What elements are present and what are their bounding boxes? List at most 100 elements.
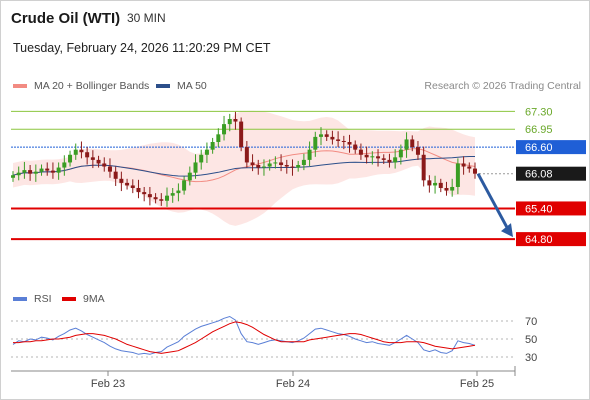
level-label-66.08: 66.08 bbox=[525, 169, 553, 181]
level-box-64.80 bbox=[516, 232, 586, 247]
candle-body bbox=[415, 147, 420, 155]
candle-body bbox=[358, 149, 363, 155]
legend-ma50: MA 50 bbox=[156, 80, 207, 92]
candle-body bbox=[376, 156, 381, 159]
candle-body bbox=[96, 159, 101, 164]
candle-body bbox=[79, 149, 84, 153]
candle-body bbox=[461, 163, 466, 167]
candle-body bbox=[50, 170, 55, 173]
rsi-tick-50: 50 bbox=[525, 334, 537, 346]
ma20-swatch bbox=[13, 84, 27, 88]
candle-body bbox=[364, 154, 369, 158]
level-label-66.60: 66.60 bbox=[525, 142, 553, 154]
candle-body bbox=[239, 121, 244, 148]
level-box-66.08 bbox=[516, 166, 586, 181]
candle-body bbox=[353, 144, 358, 150]
legend-ma9: 9MA bbox=[62, 293, 105, 305]
candle-body bbox=[233, 119, 238, 122]
interval-label: 30 MIN bbox=[127, 11, 166, 25]
candle-body bbox=[11, 175, 15, 178]
candle-body bbox=[256, 165, 261, 168]
candle-body bbox=[330, 136, 335, 140]
candle-body bbox=[22, 170, 27, 173]
candle-body bbox=[90, 157, 95, 160]
legend-ma20: MA 20 + Bollinger Bands bbox=[13, 80, 149, 92]
candle-body bbox=[301, 159, 306, 165]
candle-body bbox=[45, 168, 50, 171]
candle-body bbox=[290, 166, 295, 168]
candle-body bbox=[73, 149, 78, 155]
candle-body bbox=[199, 154, 204, 163]
forecast-arrow-line bbox=[476, 172, 511, 232]
candle-body bbox=[341, 140, 346, 142]
candle-body bbox=[467, 166, 472, 169]
candle-body bbox=[159, 199, 164, 201]
candle-body bbox=[193, 162, 198, 173]
ma9-label: 9MA bbox=[83, 293, 105, 305]
candle-body bbox=[102, 163, 107, 167]
candle-body bbox=[33, 171, 38, 174]
candle-body bbox=[130, 185, 135, 188]
forecast-arrow-head bbox=[501, 223, 513, 238]
candle-body bbox=[250, 162, 255, 165]
candle-body bbox=[136, 188, 141, 193]
candle-body bbox=[16, 172, 21, 176]
ma9-swatch bbox=[62, 297, 76, 301]
instrument-title: Crude Oil (WTI) bbox=[11, 10, 121, 27]
ma20-label: MA 20 + Bollinger Bands bbox=[34, 80, 150, 92]
candle-body bbox=[261, 166, 266, 168]
level-box-65.40 bbox=[516, 201, 586, 216]
candle-body bbox=[267, 163, 272, 167]
level-box-66.60 bbox=[516, 140, 586, 155]
credit-text: Research © 2026 Trading Central bbox=[424, 80, 581, 92]
candle-body bbox=[319, 134, 323, 137]
candle-body bbox=[444, 188, 449, 191]
candle-body bbox=[296, 165, 301, 168]
candle-body bbox=[370, 156, 375, 158]
ma50-label: MA 50 bbox=[177, 80, 207, 92]
rsi-line bbox=[12, 315, 476, 355]
candle-body bbox=[125, 182, 130, 186]
candle-body bbox=[347, 142, 352, 145]
candle-body bbox=[68, 154, 73, 163]
rsi-tick-70: 70 bbox=[525, 316, 537, 328]
candle-body bbox=[204, 149, 209, 155]
candle-body bbox=[119, 178, 124, 183]
level-label-66.95: 66.95 bbox=[525, 124, 553, 136]
candle-body bbox=[381, 158, 386, 160]
candle-body bbox=[438, 182, 443, 188]
candle-body bbox=[62, 162, 67, 168]
x-tick-label: Feb 23 bbox=[91, 378, 125, 390]
candle-body bbox=[113, 171, 118, 179]
rsi-ma9-line bbox=[13, 321, 476, 354]
candle-body bbox=[284, 165, 289, 167]
candle-body bbox=[170, 193, 175, 196]
candle-body bbox=[216, 134, 221, 142]
ma50-line bbox=[12, 156, 475, 177]
candle-body bbox=[187, 172, 192, 181]
candle-body bbox=[153, 197, 158, 200]
candle-body bbox=[142, 192, 147, 195]
candle-body bbox=[421, 154, 426, 181]
ma50-swatch bbox=[156, 84, 170, 88]
candle-body bbox=[473, 168, 477, 174]
candle-body bbox=[404, 139, 409, 150]
rsi-label: RSI bbox=[34, 293, 52, 305]
candle-body bbox=[273, 162, 278, 164]
x-tick-label: Feb 25 bbox=[460, 378, 494, 390]
legend-rsi: RSI bbox=[13, 293, 52, 305]
level-label-65.40: 65.40 bbox=[525, 203, 553, 215]
candle-body bbox=[427, 180, 432, 186]
candle-body bbox=[336, 139, 341, 141]
candle-body bbox=[279, 162, 284, 165]
candle-body bbox=[387, 159, 392, 163]
rsi-tick-30: 30 bbox=[525, 352, 537, 364]
candle-body bbox=[222, 124, 227, 135]
candle-body bbox=[56, 167, 61, 173]
candle-body bbox=[393, 157, 398, 163]
candle-body bbox=[433, 182, 438, 186]
candles-group bbox=[11, 111, 477, 207]
candle-body bbox=[182, 180, 187, 191]
candle-body bbox=[28, 170, 33, 174]
